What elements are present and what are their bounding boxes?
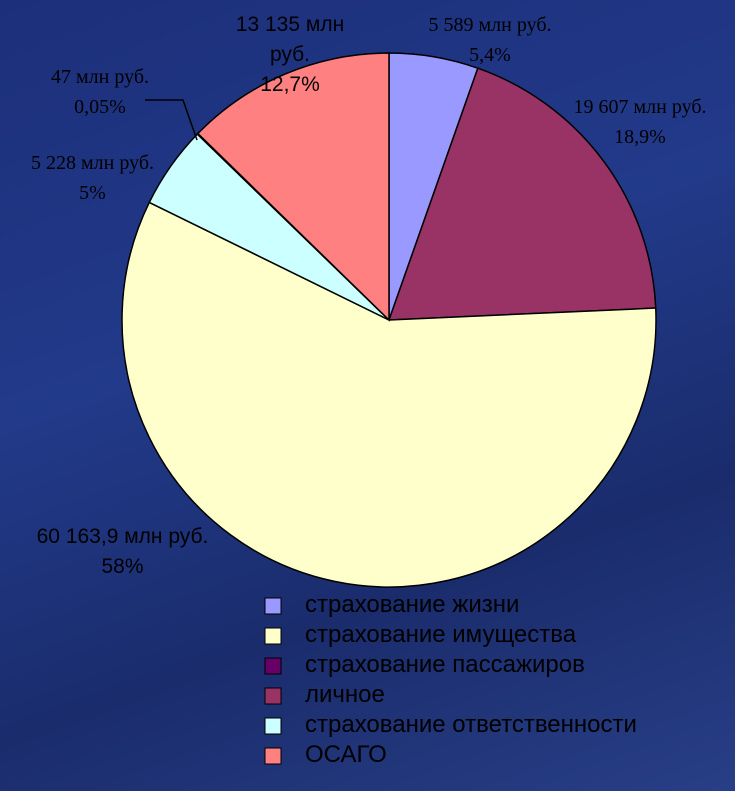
pie-slice [121,201,657,588]
legend-swatch [264,687,282,705]
data-label: 60 163,9 млн руб. 58% [30,522,215,582]
percent-label: 58% [101,555,144,578]
percent-label: 12,7% [260,73,320,96]
leader-line [145,99,198,141]
amount-label: 5 228 млн руб. [31,152,154,174]
legend-label: ОСАГО [305,741,387,768]
pie-slice [196,52,390,322]
amount-label: 13 135 млн руб. [235,13,345,66]
legend-label: личное [305,681,385,708]
legend-label: страхование ответственности [305,711,637,738]
amount-label: 60 163,9 млн руб. [36,525,209,548]
legend-swatch [264,747,282,765]
data-label: 13 135 млн руб. 12,7% [215,10,365,100]
legend-label: страхование жизни [305,591,520,618]
percent-label: 0,05% [74,96,126,118]
data-label: 19 607 млн руб. 18,9% [545,92,735,152]
legend-label: страхование пассажиров [305,651,585,678]
data-label: 5 589 млн руб. 5,4% [400,10,580,70]
percent-label: 18,9% [614,126,666,148]
legend-swatch [264,627,282,645]
legend-swatch [264,717,282,735]
data-label: 5 228 млн руб. 5% [0,148,185,208]
amount-label: 5 589 млн руб. [428,14,552,36]
data-label: 47 млн руб. 0,05% [20,62,180,122]
amount-label: 47 млн руб. [51,66,149,88]
legend-label: страхование имущества [305,621,577,648]
amount-label: 19 607 млн руб. [573,96,707,118]
pie-slice [387,67,657,321]
percent-label: 5,4% [469,44,511,66]
legend-swatch [264,597,282,615]
percent-label: 5% [79,182,106,204]
legend-swatch [264,657,282,675]
